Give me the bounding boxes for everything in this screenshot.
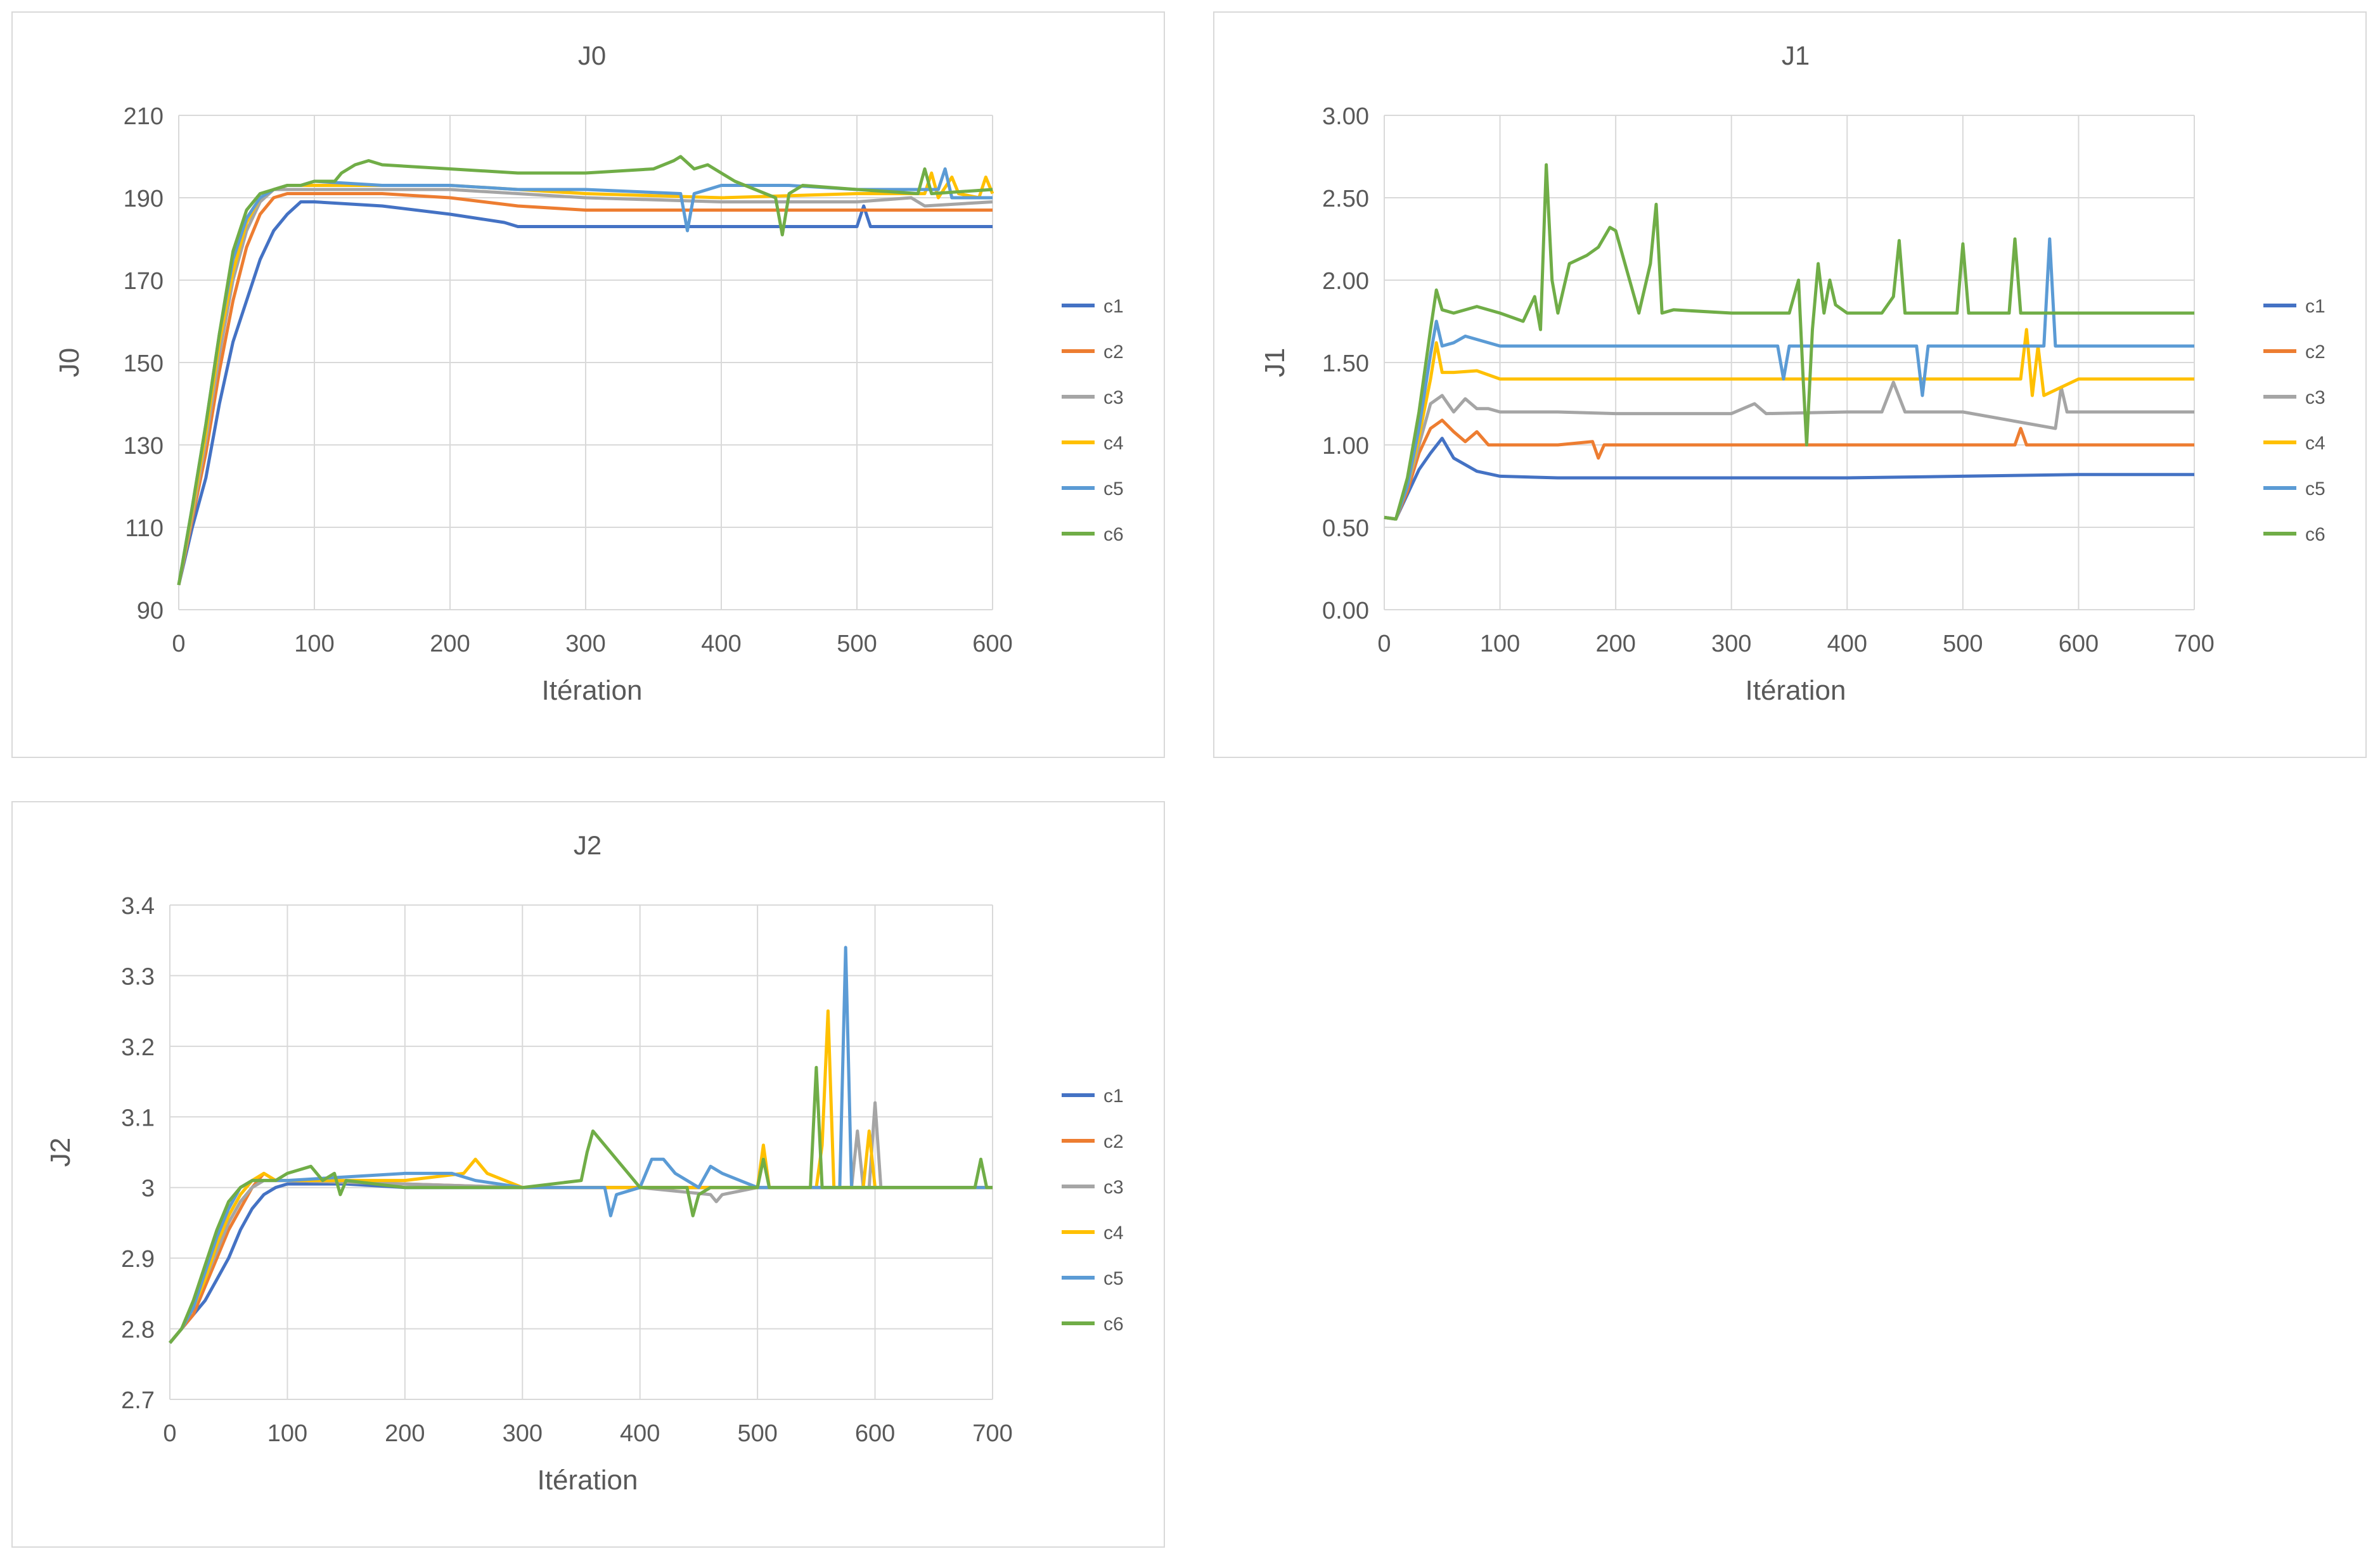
x-tick-label: 500	[737, 1420, 777, 1447]
chart-j0: J0 90 110 130 150 170 190 210 0 100 200 300 400 500 60…	[54, 41, 1124, 706]
x-tick-label: 300	[503, 1420, 543, 1447]
legend-label-c4: c4	[2305, 433, 2325, 454]
y-axis-label: J1	[1259, 348, 1290, 377]
chart-panel-j0: J0 90 110 130 150 170 190 210 0 100 200 300 400 500 60…	[11, 11, 1165, 758]
legend-label-c6: c6	[1103, 1314, 1124, 1335]
chart-j2: J2 2.7 2.8 2.9 3 3.1 3.2 3.3 3.4 0 100 200 300 400 500…	[45, 830, 1124, 1496]
y-tick-label: 3.1	[121, 1105, 155, 1131]
x-axis-label: Itération	[1746, 675, 1846, 706]
series-line-c1	[177, 200, 993, 586]
legend-label-c1: c1	[1103, 1086, 1124, 1107]
series-line-c2	[1384, 418, 2194, 521]
legend-label-c5: c5	[1103, 1268, 1124, 1289]
chart-title: J0	[578, 41, 606, 70]
legend-label-c4: c4	[1103, 1223, 1124, 1243]
y-tick-label: 1.00	[1322, 433, 1369, 459]
y-tick-label: 3.4	[121, 893, 155, 920]
chart-panel-j2: J2 2.7 2.8 2.9 3 3.1 3.2 3.3 3.4 0 100 200 300 400 500…	[11, 801, 1165, 1548]
x-tick-label: 0	[1377, 631, 1391, 657]
legend-label-c1: c1	[1103, 296, 1124, 317]
series-line-c6	[177, 155, 993, 586]
legend-label-c2: c2	[2305, 342, 2325, 363]
x-tick-label: 400	[701, 631, 741, 657]
y-tick-label: 2.8	[121, 1317, 155, 1344]
legend-label-c4: c4	[1103, 433, 1124, 454]
y-tick-label: 3.2	[121, 1034, 155, 1061]
legend-label-c1: c1	[2305, 296, 2325, 317]
x-tick-label: 700	[2174, 631, 2214, 657]
legend-label-c2: c2	[1103, 1131, 1124, 1152]
chart-j1: J1 0.00 0.50 1.00 1.50 2.00 2.50 3.00 0 100 200 300…	[1259, 41, 2325, 706]
x-tick-label: 300	[1711, 631, 1751, 657]
x-tick-label: 600	[972, 631, 1012, 657]
series-line-c3	[1384, 380, 2194, 521]
y-tick-label: 2.00	[1322, 268, 1369, 295]
series-line-c4	[1384, 328, 2194, 521]
y-tick-label: 170	[124, 268, 164, 295]
x-tick-label: 400	[1827, 631, 1867, 657]
x-axis-label: Itération	[542, 675, 643, 706]
x-tick-label: 100	[294, 631, 334, 657]
x-tick-label: 200	[385, 1420, 425, 1447]
legend-label-c3: c3	[1103, 1177, 1124, 1198]
y-axis-label: J0	[54, 348, 85, 377]
y-tick-label: 2.7	[121, 1387, 155, 1414]
y-tick-label: 130	[124, 433, 164, 459]
legend-label-c3: c3	[2305, 387, 2325, 408]
legend-label-c6: c6	[2305, 524, 2325, 545]
y-tick-label: 2.50	[1322, 186, 1369, 212]
series-line-c5	[1384, 237, 2194, 521]
legend-label-c5: c5	[2305, 479, 2325, 499]
series-line-c3	[177, 188, 993, 586]
x-tick-label: 600	[2059, 631, 2099, 657]
series-line-c6	[1384, 163, 2194, 521]
y-tick-label: 0.00	[1322, 598, 1369, 624]
y-tick-label: 2.9	[121, 1246, 155, 1273]
y-tick-label: 3.3	[121, 963, 155, 990]
legend-label-c5: c5	[1103, 479, 1124, 499]
y-tick-label: 3	[141, 1176, 155, 1202]
x-tick-label: 200	[1595, 631, 1635, 657]
x-tick-label: 200	[430, 631, 470, 657]
x-tick-label: 700	[972, 1420, 1012, 1447]
x-tick-label: 0	[163, 1420, 176, 1447]
y-tick-label: 110	[125, 515, 164, 542]
x-axis-label: Itération	[537, 1465, 638, 1496]
legend-label-c3: c3	[1103, 387, 1124, 408]
chart-panel-j1: J1 0.00 0.50 1.00 1.50 2.00 2.50 3.00 0 100 200 300…	[1213, 11, 2367, 758]
x-tick-label: 600	[855, 1420, 895, 1447]
x-tick-label: 100	[1480, 631, 1520, 657]
x-tick-label: 0	[172, 631, 185, 657]
x-tick-label: 400	[620, 1420, 660, 1447]
legend-label-c6: c6	[1103, 524, 1124, 545]
x-tick-label: 100	[267, 1420, 307, 1447]
y-tick-label: 190	[124, 186, 164, 212]
series-line-c1	[169, 1182, 993, 1344]
x-tick-label: 500	[1943, 631, 1983, 657]
y-tick-label: 0.50	[1322, 515, 1369, 542]
legend-label-c2: c2	[1103, 342, 1124, 363]
series-line-c2	[177, 192, 993, 586]
y-axis-label: J2	[45, 1138, 76, 1167]
x-tick-label: 500	[837, 631, 877, 657]
y-tick-label: 210	[124, 103, 164, 130]
series-line-c1	[1384, 437, 2194, 521]
y-tick-label: 1.50	[1322, 350, 1369, 377]
x-tick-label: 300	[565, 631, 605, 657]
chart-title: J1	[1782, 41, 1810, 70]
y-tick-label: 3.00	[1322, 103, 1369, 130]
chart-title: J2	[574, 830, 601, 860]
y-tick-label: 150	[124, 350, 164, 377]
series-line-c6	[169, 1065, 993, 1344]
y-tick-label: 90	[137, 598, 164, 624]
